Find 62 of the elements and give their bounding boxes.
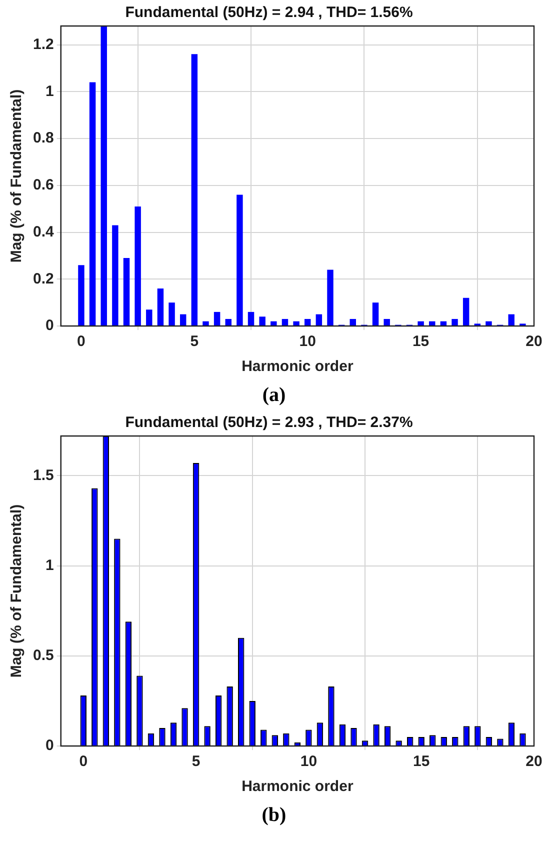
x-axis-title: Harmonic order bbox=[242, 358, 354, 376]
x-tick-label: 15 bbox=[413, 753, 430, 770]
x-tick-label: 20 bbox=[526, 753, 542, 770]
bar bbox=[384, 318, 390, 326]
bar bbox=[282, 318, 288, 326]
bar bbox=[236, 194, 243, 326]
bar bbox=[134, 206, 141, 326]
bar bbox=[293, 321, 300, 326]
bar bbox=[350, 318, 356, 326]
text: (b) bbox=[260, 803, 288, 828]
y-tick-label: 0.8 bbox=[32, 130, 54, 147]
bar bbox=[429, 321, 436, 326]
bar bbox=[440, 321, 447, 326]
bar bbox=[372, 302, 379, 326]
bar bbox=[100, 26, 107, 326]
bar bbox=[316, 314, 322, 326]
x-axis-title: Harmonic order bbox=[242, 778, 354, 796]
x-tick-label: 0 bbox=[79, 753, 88, 770]
chart-title: Fundamental (50Hz) = 2.93 , THD= 2.37% bbox=[125, 414, 413, 432]
x-tick-label: 15 bbox=[412, 333, 430, 350]
bar bbox=[270, 321, 277, 326]
x-tick-label: 20 bbox=[526, 333, 542, 350]
bar bbox=[146, 310, 152, 326]
bar bbox=[112, 225, 118, 326]
bar bbox=[89, 82, 96, 326]
chart-title: Fundamental (50Hz) = 2.94 , THD= 1.56% bbox=[125, 4, 413, 22]
x-tick-label: 0 bbox=[77, 333, 86, 350]
y-tick-label: 1.5 bbox=[32, 466, 54, 484]
bar bbox=[452, 318, 458, 326]
bar bbox=[78, 265, 84, 326]
x-tick-label: 10 bbox=[300, 753, 318, 770]
bar bbox=[225, 318, 232, 326]
text: (a) bbox=[261, 383, 287, 408]
bar bbox=[157, 288, 164, 326]
y-tick-label: 0.2 bbox=[32, 270, 54, 288]
bar bbox=[462, 298, 470, 326]
bar bbox=[486, 321, 492, 326]
y-tick-label: 0 bbox=[46, 737, 54, 754]
bar bbox=[259, 316, 266, 326]
y-tick-label: 0.5 bbox=[32, 647, 54, 664]
x-tick-label: 5 bbox=[192, 753, 200, 770]
bar bbox=[508, 314, 514, 326]
bar bbox=[304, 318, 311, 326]
y-tick-label: 1 bbox=[46, 82, 54, 100]
y-tick-label: 1 bbox=[46, 556, 54, 574]
y-axis-title: Mag (% of Fundamental) bbox=[8, 504, 26, 678]
bar bbox=[180, 314, 186, 326]
bar bbox=[123, 258, 130, 326]
y-axis-title: Mag (% of Fundamental) bbox=[8, 89, 26, 263]
y-tick-label: 1.2 bbox=[32, 36, 54, 53]
bar bbox=[248, 312, 254, 326]
bar bbox=[418, 321, 424, 326]
y-tick-label: 0.4 bbox=[32, 223, 54, 240]
bar bbox=[214, 312, 220, 326]
x-tick-label: 5 bbox=[190, 333, 199, 350]
y-tick-label: 0 bbox=[46, 317, 54, 334]
bar bbox=[191, 54, 198, 326]
x-tick-label: 10 bbox=[299, 333, 316, 350]
y-tick-label: 0.6 bbox=[32, 176, 54, 194]
bar bbox=[168, 302, 175, 326]
bar bbox=[327, 270, 334, 326]
bar bbox=[202, 321, 209, 326]
